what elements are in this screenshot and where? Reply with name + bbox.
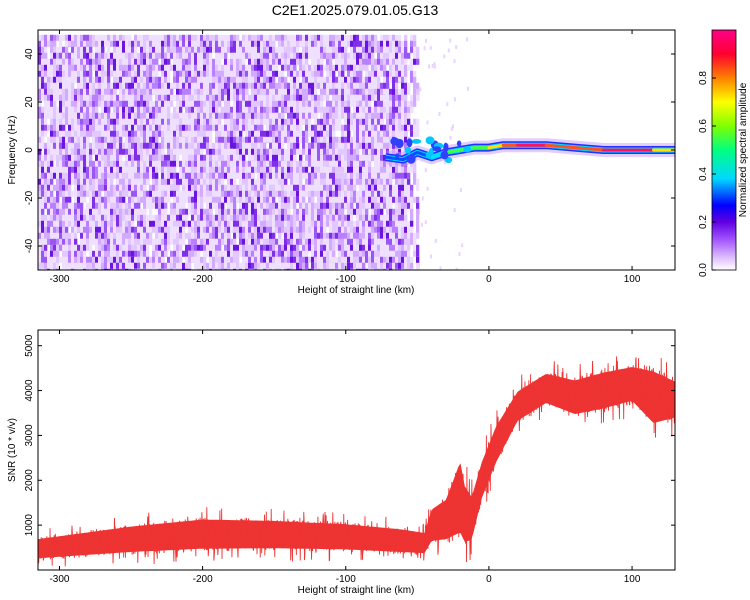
signal-blob xyxy=(432,146,442,152)
x-tick-label: 0 xyxy=(486,274,492,285)
colorbar-tick-label: 0.2 xyxy=(698,215,709,229)
x-tick-label: 0 xyxy=(486,574,492,585)
snr-panel: -300 -200 -100 0 100 1000 2000 3000 4000 5000 He… xyxy=(7,329,676,596)
signal-blob xyxy=(394,153,400,159)
colorbar-label: Normalized spectral amplitude xyxy=(738,82,749,217)
signal-blob xyxy=(440,150,449,160)
signal-blob xyxy=(443,142,449,153)
y-tick-label: 1000 xyxy=(24,514,35,537)
x-tick-label: -100 xyxy=(336,274,356,285)
signal-segment xyxy=(487,143,505,150)
y-tick-label: 4000 xyxy=(24,379,35,402)
y-tick-label: 5000 xyxy=(24,334,35,357)
snr-x-ticks: -300 -200 -100 0 100 xyxy=(49,330,641,585)
spectrogram-x-label: Height of straight line (km) xyxy=(298,285,415,296)
snr-series-line xyxy=(38,356,675,567)
signal-blob xyxy=(404,146,412,154)
colorbar-gradient xyxy=(711,29,737,271)
y-tick-label: -20 xyxy=(24,190,35,205)
signal-blob xyxy=(406,154,416,164)
x-tick-label: 100 xyxy=(624,274,641,285)
colorbar: 0.0 0.2 0.4 0.6 0.8 Normalized spectral ampl… xyxy=(698,29,749,277)
signal-segment xyxy=(444,148,462,154)
x-tick-label: -200 xyxy=(193,274,213,285)
x-tick-label: -300 xyxy=(49,274,69,285)
colorbar-tick-label: 0.6 xyxy=(698,119,709,133)
x-tick-label: 100 xyxy=(624,574,641,585)
y-tick-label: -40 xyxy=(24,238,35,253)
signal-segment xyxy=(544,143,577,150)
x-tick-label: -200 xyxy=(193,574,213,585)
colorbar-ticks: 0.0 0.2 0.4 0.6 0.8 xyxy=(698,71,716,277)
spectrogram-x-ticks: -300 -200 -100 0 100 xyxy=(49,30,641,285)
colorbar-tick-label: 0.4 xyxy=(698,167,709,181)
spectrogram-y-ticks: -40 -20 0 20 40 xyxy=(24,48,675,253)
signal-blob xyxy=(390,137,400,146)
snr-y-label: SNR (10 * v/v) xyxy=(7,418,18,482)
signal-blob xyxy=(463,146,472,153)
y-tick-label: 2000 xyxy=(24,469,35,492)
snr-y-ticks: 1000 2000 3000 4000 5000 xyxy=(24,334,675,536)
colorbar-tick-label: 0.0 xyxy=(698,263,709,277)
x-tick-label: -100 xyxy=(336,574,356,585)
signal-blob xyxy=(406,138,413,148)
y-tick-label: 40 xyxy=(24,48,35,60)
signal-segment xyxy=(573,146,605,152)
noise-region xyxy=(38,34,470,270)
signal-segment xyxy=(384,155,405,162)
y-tick-label: 3000 xyxy=(24,424,35,447)
page-title: C2E1.2025.079.01.05.G13 xyxy=(271,2,439,18)
spectrogram-y-label: Frequency (Hz) xyxy=(7,116,18,185)
signal-line xyxy=(384,136,675,167)
snr-frame xyxy=(37,329,676,571)
signal-blob xyxy=(425,136,435,145)
colorbar-tick-label: 0.8 xyxy=(698,71,709,85)
signal-blob xyxy=(411,139,422,144)
signal-blob xyxy=(456,140,462,147)
snr-x-label: Height of straight line (km) xyxy=(298,585,415,596)
signal-blob xyxy=(425,151,432,159)
y-tick-label: 0 xyxy=(24,147,35,153)
x-tick-label: -300 xyxy=(49,574,69,585)
y-tick-label: 20 xyxy=(24,96,35,108)
snr-series-band xyxy=(38,367,675,559)
